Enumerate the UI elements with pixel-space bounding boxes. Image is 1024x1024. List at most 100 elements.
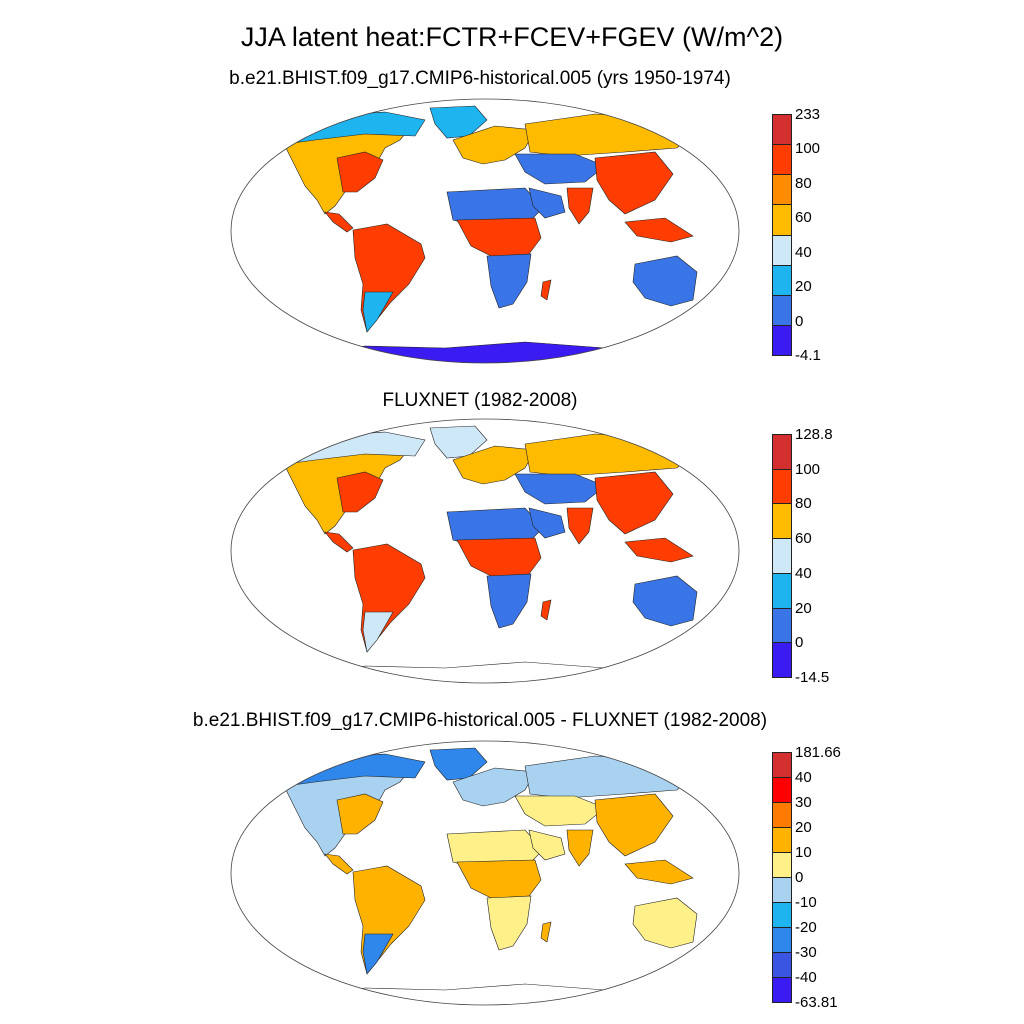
antarctica-land (311, 341, 696, 363)
colorbar-label: 60 (795, 209, 812, 227)
south-america-south-land (362, 933, 394, 975)
colorbar-swatch (772, 827, 792, 853)
colorbar-label: 60 (795, 530, 812, 548)
colorbar-label: -4.1 (795, 347, 821, 364)
colorbar-label: 10 (795, 844, 812, 861)
colorbar-swatch (772, 977, 792, 1003)
asia-central-land (514, 473, 606, 505)
colorbar-label: 100 (795, 460, 821, 478)
colorbar-difference: 181.66 40 30 20 10 0 -10 -20 -30 -40 -63.81 (772, 745, 841, 1010)
map-outline (230, 418, 740, 684)
australia-land (632, 575, 698, 627)
colorbar-swatch (772, 607, 792, 644)
colorbar-model: 233 100 80 60 40 20 0 -4.1 (772, 107, 821, 363)
australia-land (632, 255, 698, 307)
south-america-south-land (362, 291, 394, 333)
colorbar-swatch (772, 234, 792, 266)
se-asia-islands-land (624, 859, 694, 885)
map-svg-3 (230, 740, 740, 1006)
main-title: JJA latent heat:FCTR+FCEV+FGEV (W/m^2) (240, 22, 784, 52)
india-land (566, 187, 594, 225)
antarctica-land (311, 983, 696, 1005)
panel-2-subtitle: FLUXNET (1982-2008) (382, 390, 578, 411)
colorbar-swatch (772, 324, 792, 356)
land-layer (279, 105, 722, 363)
colorbar-fluxnet: 128.8 100 80 60 40 20 0 -14.5 (772, 427, 833, 685)
colorbar-label: -10 (795, 894, 817, 911)
asia-north-land (524, 433, 696, 477)
colorbar-label: 181.66 (795, 744, 841, 761)
colorbar-label: 30 (795, 794, 812, 811)
colorbar-label: 20 (795, 599, 812, 617)
colorbar-swatch (772, 877, 792, 903)
colorbar-swatch (772, 174, 792, 206)
asia-north-land (524, 755, 696, 799)
map-svg-2 (230, 418, 740, 684)
colorbar-label: -63.81 (795, 994, 838, 1011)
asia-north-land (524, 113, 696, 157)
colorbar-swatch (772, 538, 792, 574)
colorbar-swatch (772, 264, 792, 296)
colorbar-label: 80 (795, 174, 812, 192)
asia-east-land (594, 793, 674, 857)
colorbar-label: 233 (795, 106, 821, 123)
central-america-land (324, 853, 354, 875)
colorbar-label: -14.5 (795, 669, 830, 686)
africa-central-land (456, 859, 542, 901)
asia-central-land (514, 795, 606, 827)
colorbar-label: 80 (795, 495, 812, 513)
land-layer (279, 747, 722, 1005)
north-america-east-land (336, 793, 384, 835)
central-america-land (324, 531, 354, 553)
colorbar-swatch (772, 777, 792, 803)
colorbar-swatch (772, 572, 792, 609)
colorbar-swatch (772, 952, 792, 978)
north-america-east-land (336, 151, 384, 193)
madagascar-land (540, 279, 552, 301)
map-outline (230, 740, 740, 1006)
asia-east-land (594, 151, 674, 215)
colorbar-label: 100 (795, 140, 821, 158)
new-zealand-land (710, 621, 722, 641)
asia-east-land (594, 471, 674, 535)
india-land (566, 829, 594, 867)
arabia-land (528, 507, 566, 539)
north-america-east-land (336, 471, 384, 513)
arabia-land (528, 187, 566, 219)
colorbar-label: 20 (795, 278, 812, 296)
map-outline (230, 98, 740, 364)
colorbar-swatch (772, 752, 792, 778)
colorbar-label: 40 (795, 769, 812, 786)
land-layer (279, 425, 722, 683)
new-zealand-land (710, 943, 722, 963)
colorbar-swatch (772, 434, 792, 470)
colorbar-swatch (772, 927, 792, 953)
africa-central-land (456, 217, 542, 259)
map-panel-fluxnet (225, 416, 745, 686)
colorbar-swatch (772, 294, 792, 326)
colorbar-swatch (772, 144, 792, 176)
colorbar-swatch (772, 114, 792, 146)
colorbar-swatch (772, 902, 792, 928)
madagascar-land (540, 921, 552, 943)
central-america-land (324, 211, 354, 233)
se-asia-islands-land (624, 537, 694, 563)
colorbar-label: 0 (795, 312, 804, 330)
africa-south-land (486, 895, 532, 951)
colorbar-swatch (772, 802, 792, 828)
panel-1-subtitle: b.e21.BHIST.f09_g17.CMIP6-historical.005… (229, 68, 731, 89)
colorbar-label: -40 (795, 969, 817, 986)
se-asia-islands-land (624, 217, 694, 243)
colorbar-label: 128.8 (795, 426, 833, 443)
arabia-land (528, 829, 566, 861)
new-zealand-land (710, 301, 722, 321)
map-panel-difference (225, 738, 745, 1008)
colorbar-swatch (772, 204, 792, 236)
panel-3-subtitle: b.e21.BHIST.f09_g17.CMIP6-historical.005… (192, 710, 768, 731)
colorbar-swatch (772, 852, 792, 878)
colorbar-swatch (772, 468, 792, 505)
australia-land (632, 897, 698, 949)
madagascar-land (540, 599, 552, 621)
colorbar-label: 40 (795, 243, 812, 261)
colorbar-label: 40 (795, 564, 812, 582)
